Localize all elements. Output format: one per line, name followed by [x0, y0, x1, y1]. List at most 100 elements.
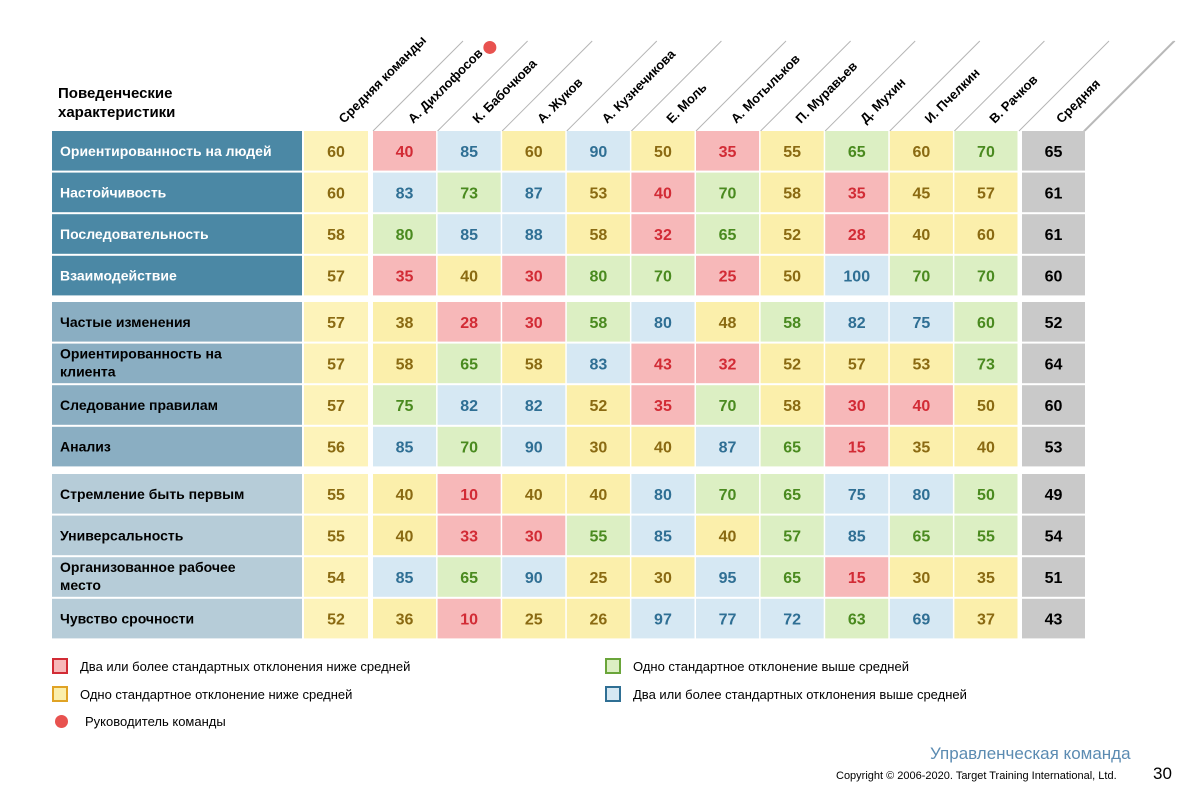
score-value: 53 [912, 356, 930, 373]
score-value: 40 [654, 185, 672, 202]
avg-value: 43 [1045, 612, 1063, 629]
score-cell [373, 515, 437, 556]
score-cell [437, 343, 501, 384]
row-label-cell [52, 343, 302, 384]
score-value: 82 [525, 398, 543, 415]
score-value: 50 [977, 398, 995, 415]
score-cell [502, 172, 566, 213]
score-value: 70 [977, 144, 995, 161]
score-value: 82 [460, 398, 478, 415]
score-cell [889, 557, 953, 597]
score-cell [889, 214, 953, 254]
score-value: 30 [525, 315, 543, 332]
score-cell [825, 515, 889, 556]
avg-value: 60 [1045, 269, 1063, 286]
row-label-cell [52, 302, 302, 342]
row-label-cell [52, 172, 302, 213]
score-value: 35 [396, 269, 414, 286]
score-value: 85 [396, 440, 414, 457]
score-value: 87 [525, 185, 543, 202]
score-value: 52 [783, 356, 801, 373]
score-value: 40 [977, 440, 995, 457]
score-value: 40 [396, 144, 414, 161]
score-value: 73 [460, 185, 478, 202]
score-cell [566, 302, 630, 342]
score-value: 40 [525, 487, 543, 504]
header-divider [1018, 40, 1110, 132]
score-cell [954, 385, 1018, 425]
score-cell [760, 385, 824, 425]
score-value: 45 [912, 185, 930, 202]
score-cell [825, 474, 889, 514]
score-cell [825, 255, 889, 296]
avg-value: 61 [1045, 185, 1063, 202]
legend-low1: Одно стандартное отклонение ниже средней [52, 686, 352, 702]
avg-cell [1022, 172, 1085, 213]
score-value: 65 [719, 227, 737, 244]
score-value: 83 [589, 356, 607, 373]
legend-high1-label: Одно стандартное отклонение выше средней [633, 658, 909, 674]
score-cell [437, 302, 501, 342]
slide-title: Управленческая команда [930, 744, 1131, 763]
row-label-cell [52, 255, 302, 296]
team-avg-value: 60 [327, 185, 345, 202]
score-value: 70 [460, 440, 478, 457]
score-value: 58 [783, 315, 801, 332]
avg-cell [1022, 131, 1085, 171]
team-avg-cell [304, 385, 368, 425]
score-value: 70 [654, 269, 672, 286]
score-cell [696, 598, 760, 639]
score-value: 100 [843, 269, 870, 286]
score-value: 58 [783, 398, 801, 415]
score-cell [760, 515, 824, 556]
score-value: 85 [460, 227, 478, 244]
avg-value: 49 [1045, 487, 1063, 504]
score-cell [566, 474, 630, 514]
score-value: 28 [460, 315, 478, 332]
legend-low1-label: Одно стандартное отклонение ниже средней [80, 686, 353, 702]
row-label-cell [52, 598, 302, 639]
score-cell [566, 557, 630, 597]
row-label: Стремление быть первым [60, 486, 244, 502]
score-cell [760, 474, 824, 514]
score-cell [631, 255, 695, 296]
avg-cell [1022, 557, 1085, 597]
score-cell [825, 214, 889, 254]
row-label: Чувство срочности [60, 611, 194, 627]
score-cell [373, 557, 437, 597]
score-value: 58 [525, 356, 543, 373]
score-value: 40 [912, 227, 930, 244]
score-cell [437, 515, 501, 556]
score-value: 30 [654, 570, 672, 587]
score-value: 25 [589, 570, 607, 587]
score-cell [760, 131, 824, 171]
score-cell [889, 474, 953, 514]
score-cell [954, 255, 1018, 296]
score-value: 38 [396, 315, 414, 332]
header-divider [954, 40, 1045, 132]
score-cell [889, 343, 953, 384]
score-value: 40 [654, 440, 672, 457]
row-label-cell [52, 426, 302, 467]
score-value: 32 [719, 356, 737, 373]
score-value: 58 [783, 185, 801, 202]
score-value: 50 [654, 144, 672, 161]
team-avg-cell [304, 214, 368, 254]
score-cell [631, 385, 695, 425]
score-cell [760, 426, 824, 467]
team-avg-cell [304, 598, 368, 639]
column-header: А. Жуков [534, 75, 586, 127]
score-value: 55 [589, 528, 607, 545]
avg-value: 60 [1045, 398, 1063, 415]
row-label: Взаимодействие [60, 268, 177, 284]
corner-title: Поведенческие характеристики [58, 84, 175, 122]
score-value: 35 [848, 185, 866, 202]
score-value: 70 [719, 185, 737, 202]
score-value: 35 [654, 398, 672, 415]
score-value: 75 [396, 398, 414, 415]
score-value: 82 [848, 315, 866, 332]
team-avg-value: 58 [327, 227, 345, 244]
score-value: 87 [719, 440, 737, 457]
score-value: 48 [719, 315, 737, 332]
score-value: 43 [654, 356, 672, 373]
